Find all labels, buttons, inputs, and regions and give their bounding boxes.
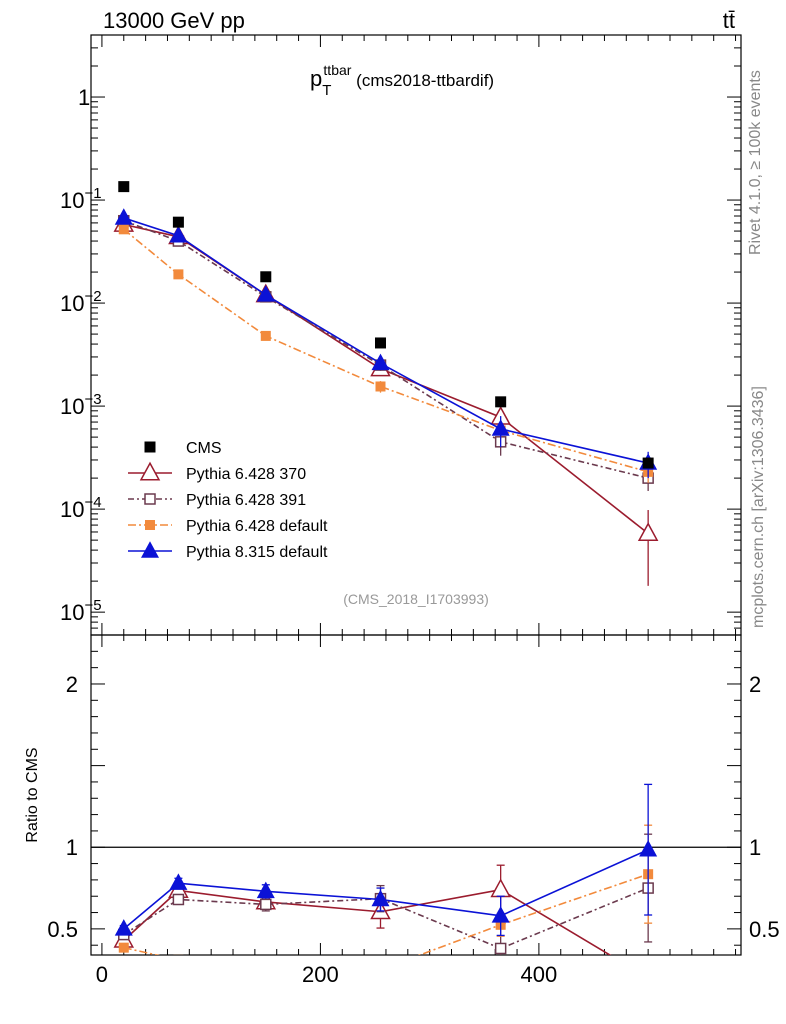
series-3-line xyxy=(123,217,649,464)
y-tick-label: 10−3 xyxy=(60,391,102,419)
cms-data-point xyxy=(260,271,272,283)
y-tick-label: 10−1 xyxy=(60,185,102,213)
series-3-point xyxy=(169,226,188,243)
series-2-point xyxy=(118,224,129,235)
series-3-ratio-point xyxy=(256,881,275,899)
series-2-line xyxy=(123,228,649,473)
legend-label: Pythia 8.315 default xyxy=(186,544,328,561)
x-tick-label: 200 xyxy=(302,962,339,987)
series-2-ratio-point xyxy=(261,961,271,971)
legend-label: Pythia 6.428 370 xyxy=(186,466,306,483)
legend-marker xyxy=(141,541,159,558)
legend-label: Pythia 6.428 391 xyxy=(186,492,306,509)
cms-data xyxy=(118,181,654,469)
cms-data-point xyxy=(642,457,654,469)
series-2-ratio-point xyxy=(173,954,184,955)
series-0-line xyxy=(123,223,649,535)
series-3-point xyxy=(491,419,510,436)
legend-item-cms: CMS xyxy=(144,440,222,457)
series-3-ratio-point xyxy=(639,839,658,857)
series-0-ratio-point xyxy=(639,968,657,985)
legend-marker xyxy=(139,461,161,481)
series-3-point xyxy=(114,208,133,225)
legend-item-3: Pythia 8.315 default xyxy=(128,541,328,561)
title-rest: (cms2018-ttbardif) xyxy=(351,71,494,90)
y-tick-label: 10−2 xyxy=(60,288,102,316)
x-tick-label: 400 xyxy=(521,962,558,987)
x-tick-label: 0 xyxy=(96,962,108,987)
mcplots-label: mcplots.cern.ch [arXiv:1306.3436] xyxy=(750,386,767,628)
series-3-ratio-point xyxy=(371,889,390,907)
series-2-point xyxy=(260,330,271,341)
ratio-y-tick-label: 1 xyxy=(66,835,78,860)
ratio-plot-frame xyxy=(90,634,742,956)
ratio-y-tick-label-right: 2 xyxy=(749,672,761,697)
series-3-ratio-point xyxy=(491,906,510,923)
legend-marker xyxy=(145,520,155,530)
axes-layer: 0 200 400 1 10−1 10−2 10−3 10−4 10−5 0.5 0.5 1 1 2 2 xyxy=(47,34,780,987)
legend-label: CMS xyxy=(186,440,222,457)
legend-marker xyxy=(144,441,156,453)
series-3-ratio-line xyxy=(123,848,649,930)
series-2-ratio-point xyxy=(375,965,385,975)
series-1-ratio-point xyxy=(494,942,507,955)
legend-item-0: Pythia 6.428 370 xyxy=(128,461,306,483)
ratio-y-tick-label: 0.5 xyxy=(47,917,78,942)
ratio-y-tick-label-right: 1 xyxy=(749,835,761,860)
title-main: p xyxy=(310,66,322,91)
legend-item-2: Pythia 6.428 default xyxy=(128,518,328,535)
series-0-point xyxy=(637,522,659,541)
legend-marker xyxy=(144,493,156,505)
y-tick-label: 10−4 xyxy=(60,494,102,522)
series-1-ratio-point xyxy=(172,893,185,906)
series-1-ratio-line xyxy=(123,887,649,950)
series-2-point xyxy=(173,269,184,280)
y-tick-label: 10−5 xyxy=(60,597,102,625)
analysis-tag: (CMS_2018_I1703993) xyxy=(343,591,489,607)
cms-data-point xyxy=(495,396,507,408)
process-label: tt̄ xyxy=(723,8,735,33)
series-2-point xyxy=(375,381,386,392)
series-3-ratio xyxy=(114,783,658,937)
legend: CMS Pythia 6.428 370 Pythia 6.428 391 Pythi… xyxy=(128,440,328,561)
series-1-line xyxy=(123,219,649,479)
cms-data-point xyxy=(118,181,130,193)
chart-title: pTttbar (cms2018-ttbardif) xyxy=(310,62,494,99)
ratio-y-tick-label-right: 0.5 xyxy=(749,917,780,942)
y-tick-label: 1 xyxy=(78,85,90,110)
ratio-plot-layer xyxy=(113,783,658,985)
legend-label: Pythia 6.428 default xyxy=(186,518,328,535)
series-1-ratio-point xyxy=(260,898,272,911)
series-2-ratio-point xyxy=(118,942,129,953)
title-subscript: T xyxy=(322,82,331,99)
series-2-ratio-line xyxy=(123,873,649,955)
title-superscript: ttbar xyxy=(323,62,351,78)
main-plot-layer xyxy=(113,181,659,586)
ratio-axis-label: Ratio to CMS xyxy=(24,747,41,842)
cms-data-point xyxy=(172,216,184,228)
ratio-y-tick-label: 2 xyxy=(66,672,78,697)
series-3-point xyxy=(371,353,390,371)
series-3-ratio-point xyxy=(114,919,133,936)
legend-item-1: Pythia 6.428 391 xyxy=(128,492,306,509)
energy-label: 13000 GeV pp xyxy=(103,8,245,33)
series-3-ratio-point xyxy=(169,873,188,890)
cms-data-point xyxy=(374,337,386,349)
rivet-label: Rivet 4.1.0, ≥ 100k events xyxy=(747,70,764,255)
series-0-ratio-point xyxy=(490,878,511,898)
series-3-point xyxy=(256,285,275,302)
